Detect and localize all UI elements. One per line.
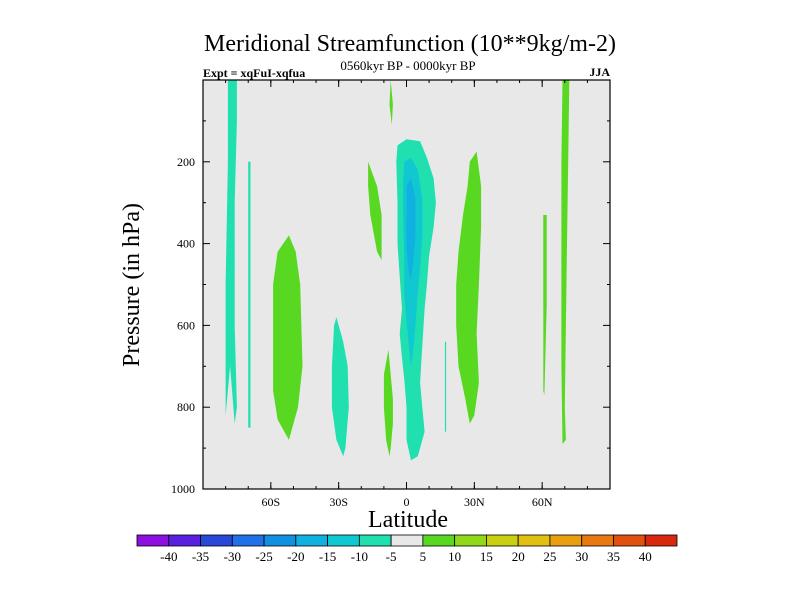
colorbar-swatch [327, 534, 360, 547]
colorbar-label: 40 [639, 549, 652, 564]
colorbar-swatch [517, 534, 551, 547]
y-tick-label: 800 [177, 400, 195, 414]
colorbar-label: -40 [160, 549, 177, 564]
contour-region-13 [561, 80, 570, 444]
colorbar-swatch [549, 534, 583, 547]
contour-regions [225, 80, 570, 461]
colorbar-label: 20 [512, 549, 525, 564]
contour-region-10 [444, 341, 447, 432]
colorbar-label: 30 [575, 549, 588, 564]
contour-region-12 [543, 215, 547, 395]
y-tick-label: 600 [177, 318, 195, 332]
colorbar-label: -30 [224, 549, 241, 564]
colorbar-swatch [168, 534, 201, 547]
contour-region-3 [331, 317, 349, 457]
period-label: 0560kyr BP - 0000kyr BP [340, 58, 475, 73]
colorbar-swatch [454, 534, 487, 547]
contour-region-9 [406, 178, 416, 281]
x-tick-label: 60S [261, 495, 280, 509]
colorbar-swatch [295, 534, 328, 547]
y-tick-label: 400 [177, 237, 195, 251]
contour-region-1 [248, 161, 251, 428]
axis-ticks: 60S 30S 0 30N 60N 200 400 600 800 1000 [171, 80, 610, 509]
contour-region-4 [368, 161, 382, 260]
colorbar-label: 5 [420, 549, 427, 564]
colorbar-label: 25 [543, 549, 556, 564]
colorbar-swatch [422, 534, 456, 547]
colorbar: -40 -35 -30 -25 -20 -15 -10 -5 5 10 15 20 25 30 35 40 [136, 534, 678, 564]
contour-region-6 [383, 349, 393, 457]
contour-region-11 [456, 151, 482, 424]
colorbar-swatch [200, 534, 233, 547]
colorbar-swatch [613, 534, 646, 547]
colorbar-label: -5 [386, 549, 397, 564]
chart-title: Meridional Streamfunction (10**9kg/m-2) [204, 31, 616, 57]
contour-region-0 [225, 80, 237, 424]
x-tick-label: 0 [404, 495, 410, 509]
x-axis-label: Latitude [368, 507, 448, 533]
contour-region-2 [273, 235, 303, 440]
x-tick-label: 30S [329, 495, 348, 509]
colorbar-label: -10 [351, 549, 368, 564]
y-tick-label: 1000 [171, 482, 195, 496]
colorbar-swatch [358, 534, 392, 547]
colorbar-swatch [644, 534, 678, 547]
colorbar-swatch [231, 534, 265, 547]
colorbar-swatch [581, 534, 614, 547]
contour-region-5 [389, 80, 393, 125]
colorbar-swatch [486, 534, 519, 547]
colorbar-swatch [390, 534, 424, 547]
x-tick-label: 30N [464, 495, 485, 509]
colorbar-label: 35 [607, 549, 620, 564]
experiment-label: Expt = xqFuI-xqfua [203, 66, 305, 80]
colorbar-label: 15 [480, 549, 493, 564]
colorbar-label: -15 [319, 549, 336, 564]
colorbar-swatch [263, 534, 297, 547]
colorbar-label: 10 [448, 549, 461, 564]
colorbar-label: -20 [287, 549, 304, 564]
colorbar-label: -35 [192, 549, 209, 564]
y-tick-label: 200 [177, 155, 195, 169]
x-tick-label: 60N [532, 495, 553, 509]
y-axis-label: Pressure (in hPa) [119, 203, 145, 367]
season-label: JJA [589, 65, 610, 79]
colorbar-swatch [136, 534, 170, 547]
colorbar-label: -25 [255, 549, 272, 564]
